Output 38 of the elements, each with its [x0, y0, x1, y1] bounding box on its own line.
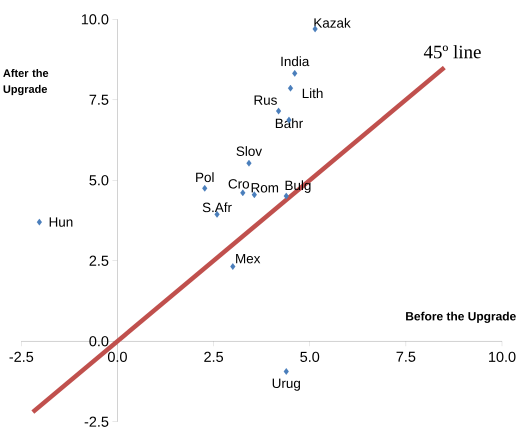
- y-tick-label: 5.0: [89, 175, 108, 186]
- annotation: Kazak: [314, 18, 351, 28]
- point: [36, 218, 42, 226]
- annotation: S.Afr: [202, 202, 232, 212]
- annotation: Mex: [236, 254, 260, 264]
- x-tick-label: -2.5: [9, 352, 34, 362]
- x-tick-label: 10.0: [489, 352, 516, 362]
- point: [284, 368, 289, 375]
- x-axis-title: Before the Upgrade: [406, 312, 516, 323]
- point: [276, 108, 282, 114]
- annotation: Hun: [50, 217, 72, 227]
- annotation: Slov: [236, 146, 262, 156]
- x-tick-label: 7.5: [396, 352, 416, 362]
- annotation: 45º line: [424, 45, 481, 58]
- annotation: Pol: [196, 172, 214, 182]
- point: [292, 70, 298, 77]
- y-tick-label: -2.5: [84, 416, 108, 427]
- point: [246, 160, 252, 167]
- y-tick-label: 2.5: [90, 256, 108, 266]
- annotation: Urug: [272, 378, 300, 391]
- annotation: Rus: [254, 95, 277, 105]
- point: [284, 192, 289, 200]
- point: [202, 184, 208, 192]
- y-tick-label: 0.0: [89, 336, 108, 346]
- annotation: Cro: [228, 179, 250, 189]
- point: [240, 189, 246, 196]
- annotation: India: [281, 56, 310, 66]
- x-tick-label: 2.5: [204, 352, 224, 362]
- annotation: Bahr: [276, 118, 303, 128]
- annotation: Lith: [302, 88, 323, 98]
- y-tick-label: 10.0: [82, 14, 108, 24]
- x-tick-label: 5.0: [300, 352, 320, 362]
- y-axis-title: After the Upgrade: [3, 68, 48, 96]
- annotation: Rom: [252, 183, 278, 193]
- point: [288, 84, 294, 92]
- point: [230, 263, 236, 270]
- x-tick-label: 0.0: [108, 352, 127, 362]
- y-tick-label: 7.5: [90, 94, 108, 105]
